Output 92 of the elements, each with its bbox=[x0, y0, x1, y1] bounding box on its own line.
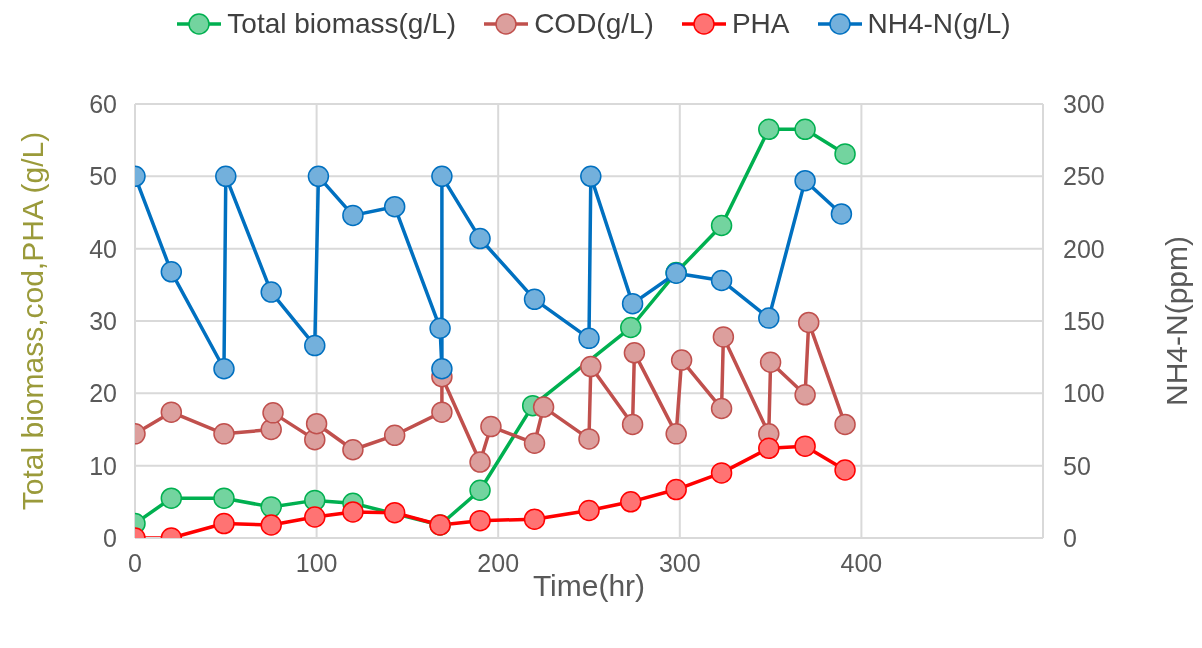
point bbox=[830, 203, 853, 225]
point bbox=[794, 384, 816, 406]
point bbox=[710, 269, 733, 292]
point bbox=[305, 412, 328, 435]
point bbox=[710, 397, 733, 420]
point bbox=[304, 334, 326, 357]
y-tick-label: 50 bbox=[89, 162, 117, 191]
point bbox=[431, 401, 453, 423]
x-tick-label: 100 bbox=[295, 548, 338, 577]
y-tick-label: 30 bbox=[89, 306, 117, 335]
point bbox=[797, 311, 820, 334]
point bbox=[213, 487, 235, 509]
point bbox=[342, 204, 364, 227]
point bbox=[304, 506, 326, 528]
y2-tick-label: 150 bbox=[1063, 306, 1105, 335]
point bbox=[523, 508, 546, 530]
point bbox=[580, 355, 602, 378]
point bbox=[523, 432, 546, 454]
point bbox=[260, 496, 282, 518]
point bbox=[213, 357, 235, 380]
point bbox=[160, 261, 183, 283]
y-tick-label: 10 bbox=[89, 451, 117, 480]
point bbox=[578, 499, 600, 522]
point bbox=[834, 459, 856, 481]
x-tick-label: 400 bbox=[840, 548, 883, 577]
point bbox=[620, 316, 642, 339]
point bbox=[758, 307, 780, 329]
point bbox=[532, 396, 555, 418]
point bbox=[431, 357, 453, 380]
point bbox=[383, 424, 406, 447]
point bbox=[665, 478, 687, 501]
point bbox=[383, 195, 406, 218]
point bbox=[260, 281, 282, 303]
point bbox=[794, 118, 816, 141]
point bbox=[469, 451, 491, 473]
point bbox=[710, 214, 733, 237]
x-axis-title: Time(hr) bbox=[532, 569, 646, 602]
point bbox=[213, 423, 235, 445]
x-tick-label: 200 bbox=[477, 548, 520, 577]
point bbox=[621, 413, 644, 436]
point bbox=[160, 401, 183, 423]
y-tick-label: 60 bbox=[89, 89, 117, 118]
point bbox=[383, 501, 406, 524]
point bbox=[215, 165, 237, 188]
point bbox=[758, 118, 780, 141]
point bbox=[834, 143, 856, 165]
point bbox=[670, 349, 693, 371]
point bbox=[578, 327, 600, 350]
point bbox=[160, 487, 183, 509]
y-axis-title: Total biomass,cod,PHA (g/L) bbox=[15, 131, 49, 511]
point bbox=[480, 415, 502, 438]
point bbox=[307, 165, 330, 188]
point bbox=[213, 512, 235, 535]
point bbox=[712, 326, 735, 348]
y2-tick-label: 0 bbox=[1063, 523, 1077, 552]
point bbox=[580, 165, 602, 188]
point bbox=[794, 169, 816, 192]
point bbox=[429, 317, 451, 339]
y-tick-label: 40 bbox=[89, 234, 117, 263]
point bbox=[260, 514, 282, 536]
point bbox=[623, 342, 646, 364]
y2-tick-label: 200 bbox=[1063, 234, 1105, 263]
point bbox=[578, 428, 600, 450]
x-tick-label: 0 bbox=[128, 548, 142, 577]
point bbox=[759, 351, 782, 373]
y2-tick-label: 300 bbox=[1063, 89, 1105, 118]
legend-label: NH4-N(g/L) bbox=[866, 8, 1011, 40]
point bbox=[469, 479, 491, 502]
y2-tick-label: 250 bbox=[1063, 162, 1105, 191]
y2-tick-label: 100 bbox=[1063, 379, 1105, 408]
point bbox=[342, 501, 364, 523]
y-tick-label: 20 bbox=[89, 379, 117, 408]
point bbox=[431, 165, 453, 188]
x-tick-label: 300 bbox=[658, 548, 701, 577]
legend-label: COD(g/L) bbox=[533, 8, 654, 40]
point bbox=[620, 491, 642, 513]
point bbox=[794, 435, 816, 457]
point bbox=[834, 413, 856, 436]
point bbox=[469, 227, 491, 250]
y2-axis-title: NH4-N(ppm) bbox=[1159, 235, 1193, 407]
y2-tick-label: 50 bbox=[1063, 451, 1091, 480]
point bbox=[262, 402, 284, 424]
point bbox=[621, 292, 644, 315]
y-tick-label: 0 bbox=[103, 523, 117, 552]
legend-label: Total biomass(g/L) bbox=[226, 8, 457, 40]
legend-label: PHA bbox=[730, 8, 790, 40]
point bbox=[665, 423, 687, 445]
point bbox=[523, 288, 546, 311]
point bbox=[342, 439, 364, 461]
point bbox=[710, 462, 733, 484]
point bbox=[469, 509, 491, 532]
point bbox=[758, 437, 780, 460]
